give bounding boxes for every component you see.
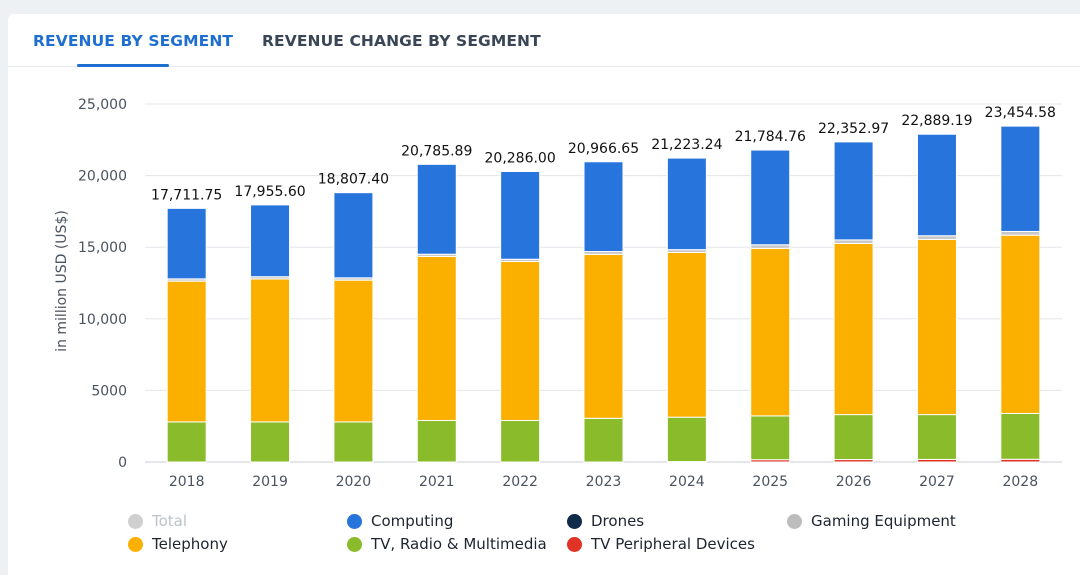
tab-revenue-by-segment[interactable]: REVENUE BY SEGMENT bbox=[33, 32, 234, 50]
bar-segment-tv-radio-multimedia bbox=[250, 421, 291, 463]
bar-segment-gaming-equipment bbox=[750, 244, 791, 249]
bar-segment-computing bbox=[416, 163, 457, 255]
legend-dot-icon bbox=[567, 536, 582, 552]
x-tick-label: 2028 bbox=[1002, 474, 1038, 490]
x-tick-label: 2018 bbox=[169, 474, 205, 490]
total-data-label: 20,966.65 bbox=[568, 141, 639, 157]
bar-segment-tv-radio-multimedia bbox=[833, 414, 874, 461]
x-tick-label: 2022 bbox=[502, 474, 538, 490]
bar-segment-tv-radio-multimedia bbox=[500, 419, 541, 463]
x-tick-label: 2023 bbox=[586, 474, 622, 490]
total-data-label: 22,889.19 bbox=[901, 113, 972, 129]
tab-revenue-change-by-segment[interactable]: REVENUE CHANGE BY SEGMENT bbox=[262, 32, 541, 50]
bar-segment-telephony bbox=[416, 256, 457, 421]
x-tick-label: 2025 bbox=[752, 474, 788, 490]
total-data-label: 21,223.24 bbox=[651, 137, 722, 153]
bar-segment-computing bbox=[666, 157, 707, 251]
bar-segment-telephony bbox=[750, 247, 791, 417]
bar-segment-computing bbox=[583, 161, 624, 252]
legend-dot-icon bbox=[128, 536, 143, 552]
x-tick-label: 2020 bbox=[336, 474, 372, 490]
legend-label: TV, Radio & Multimedia bbox=[371, 535, 547, 553]
bar-segment-tv-radio-multimedia bbox=[750, 415, 791, 461]
bar-segment-telephony bbox=[583, 253, 624, 419]
bar-segment-telephony bbox=[1000, 234, 1041, 414]
bar-segment-telephony bbox=[833, 242, 874, 416]
legend-item-gaming-equipment[interactable]: Gaming Equipment bbox=[787, 512, 956, 530]
bar-segment-tv-radio-multimedia bbox=[416, 419, 457, 463]
bar-segment-gaming-equipment bbox=[916, 235, 957, 240]
bar-segment-gaming-equipment bbox=[833, 239, 874, 244]
total-data-label: 17,955.60 bbox=[234, 184, 305, 200]
bar-segment-tv-radio-multimedia bbox=[583, 417, 624, 463]
segment-tabs: REVENUE BY SEGMENT REVENUE CHANGE BY SEG… bbox=[8, 14, 1080, 67]
legend-label: Total bbox=[152, 512, 188, 530]
bar-segment-telephony bbox=[916, 238, 957, 416]
legend-item-tv-peripheral-devices[interactable]: TV Peripheral Devices bbox=[567, 535, 755, 553]
x-tick-label: 2019 bbox=[252, 474, 288, 490]
legend-item-drones[interactable]: Drones bbox=[567, 512, 644, 530]
y-tick-label: 10,000 bbox=[78, 312, 127, 328]
y-tick-label: 20,000 bbox=[78, 169, 127, 185]
bar-segment-computing bbox=[333, 192, 374, 279]
legend-label: Gaming Equipment bbox=[811, 512, 956, 530]
total-data-label: 20,286.00 bbox=[485, 151, 556, 167]
legend-label: Drones bbox=[591, 512, 645, 530]
legend-dot-icon bbox=[347, 513, 362, 529]
bar-segment-telephony bbox=[250, 278, 291, 423]
bar-segment-tv-radio-multimedia bbox=[666, 416, 707, 463]
bar-segment-computing bbox=[1000, 125, 1041, 232]
bar-segment-computing bbox=[250, 204, 291, 278]
legend-dot-icon bbox=[128, 513, 143, 529]
legend-dot-icon bbox=[347, 536, 362, 552]
bar-segment-gaming-equipment bbox=[1000, 230, 1041, 236]
total-data-label: 20,785.89 bbox=[401, 143, 472, 159]
legend-label: Telephony bbox=[152, 535, 228, 553]
bar-segment-tv-radio-multimedia bbox=[166, 421, 207, 463]
bar-segment-tv-radio-multimedia bbox=[333, 421, 374, 463]
bar-segment-telephony bbox=[333, 279, 374, 423]
legend-label: TV Peripheral Devices bbox=[591, 535, 755, 553]
y-tick-label: 5000 bbox=[91, 383, 127, 399]
legend-dot-icon bbox=[787, 513, 802, 529]
legend-label: Computing bbox=[371, 512, 454, 530]
legend-item-total[interactable]: Total bbox=[128, 512, 187, 530]
total-data-label: 21,784.76 bbox=[735, 129, 806, 145]
x-tick-label: 2021 bbox=[419, 474, 455, 490]
legend-dot-icon bbox=[567, 513, 582, 529]
total-data-label: 17,711.75 bbox=[151, 187, 222, 203]
y-tick-label: 25,000 bbox=[78, 97, 127, 113]
bar-segment-telephony bbox=[166, 280, 207, 423]
bar-segment-computing bbox=[916, 133, 957, 237]
bar-segment-computing bbox=[500, 171, 541, 260]
total-data-label: 18,807.40 bbox=[318, 172, 389, 188]
bar-segment-computing bbox=[833, 141, 874, 241]
y-axis-title: in million USD (US$) bbox=[54, 210, 70, 352]
x-tick-label: 2024 bbox=[669, 474, 705, 490]
bar-segment-telephony bbox=[666, 251, 707, 418]
bar-segment-tv-radio-multimedia bbox=[916, 414, 957, 460]
legend-item-computing[interactable]: Computing bbox=[347, 512, 453, 530]
bar-segment-tv-radio-multimedia bbox=[1000, 412, 1041, 460]
y-tick-label: 0 bbox=[118, 455, 127, 471]
legend-item-telephony[interactable]: Telephony bbox=[128, 535, 228, 553]
total-data-label: 23,454.58 bbox=[985, 105, 1056, 121]
bar-segment-computing bbox=[166, 207, 207, 280]
bar-segment-computing bbox=[750, 149, 791, 246]
y-tick-label: 15,000 bbox=[78, 240, 127, 256]
legend-item-tv-radio-multimedia[interactable]: TV, Radio & Multimedia bbox=[347, 535, 547, 553]
total-data-label: 22,352.97 bbox=[818, 121, 889, 137]
bar-segment-telephony bbox=[500, 261, 541, 421]
x-tick-label: 2026 bbox=[836, 474, 872, 490]
active-tab-indicator bbox=[77, 64, 169, 67]
x-tick-label: 2027 bbox=[919, 474, 955, 490]
